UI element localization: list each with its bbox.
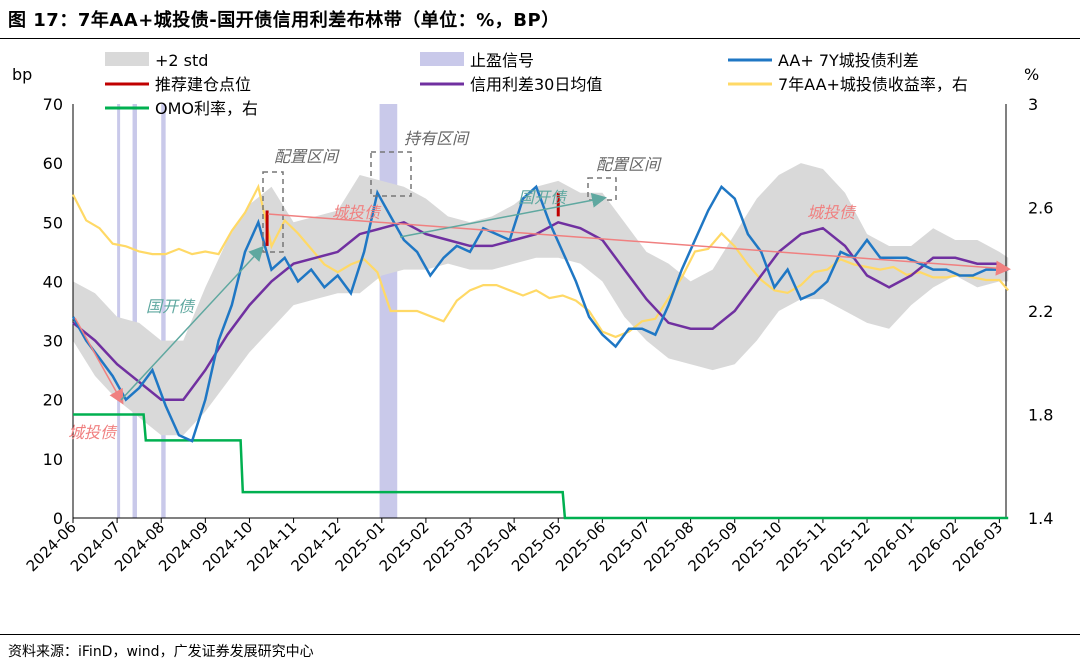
annotation-label: 国开债 [518, 188, 568, 207]
bond-arrow-2 [267, 213, 1011, 276]
take-profit-band-0 [117, 104, 121, 518]
yield-line [72, 183, 1010, 339]
source-note: 资料来源：iFinD，wind，广发证券发展研究中心 [8, 644, 314, 660]
legend-label: 信用利差30日均值 [470, 75, 602, 94]
bond-arrow-1 [74, 317, 124, 405]
policy-bond-arrow-1 [120, 245, 265, 401]
right-tick-label: 3 [1028, 95, 1038, 114]
left-tick-label: 20 [43, 391, 63, 410]
right-axis-label: % [1024, 65, 1039, 84]
legend-swatch [420, 52, 464, 66]
annotation-label: 城投债 [332, 203, 382, 222]
left-tick-label: 50 [43, 213, 63, 232]
take-profit-band-2 [161, 104, 166, 518]
left-tick-label: 0 [53, 509, 63, 528]
entry-points [265, 192, 560, 246]
legend-label: 止盈信号 [470, 51, 534, 70]
take-profit-band-1 [132, 104, 137, 518]
left-axis-label: bp [12, 65, 32, 84]
holding-zone-box [370, 151, 412, 197]
legend-label: AA+ 7Y城投债利差 [778, 51, 919, 70]
title-divider [0, 38, 1080, 39]
spread-ma30-line [72, 220, 1009, 401]
left-tick-label: 60 [43, 154, 63, 173]
left-tick-label: 40 [43, 272, 63, 291]
annotation-label: 配置区间 [596, 155, 662, 174]
legend-label: 推荐建仓点位 [155, 75, 251, 94]
spread-series [71, 184, 1009, 443]
legend-swatch [105, 52, 149, 66]
yield-series [72, 183, 1010, 339]
right-tick-label: 2.2 [1028, 302, 1053, 321]
legend-label: 7年AA+城投债收益率，右 [778, 75, 968, 94]
allocation-zone-box-1 [262, 171, 284, 253]
bollinger-band [73, 163, 1009, 436]
legend-label: OMO利率，右 [155, 99, 258, 118]
annotation-label: 持有区间 [404, 129, 470, 148]
omo-rate-series [73, 413, 1009, 520]
legend-label: +2 std [155, 51, 208, 70]
right-tick-label: 1.8 [1028, 406, 1053, 425]
bollinger-band-area [73, 163, 1009, 436]
left-tick-label: 10 [43, 450, 63, 469]
spread-line [71, 184, 1009, 443]
right-tick-label: 2.6 [1028, 199, 1053, 218]
omo-rate-line [73, 413, 1009, 520]
left-tick-label: 70 [43, 95, 63, 114]
annotation-label: 国开债 [146, 297, 196, 316]
annotation-label: 城投债 [807, 203, 857, 222]
source-divider [0, 634, 1080, 635]
policy-bond-arrow-2 [399, 192, 607, 238]
annotation-label: 配置区间 [274, 147, 340, 166]
spread-ma30-series [72, 220, 1009, 401]
annotation-label: 城投债 [68, 423, 118, 442]
left-tick-label: 30 [43, 332, 63, 351]
right-tick-label: 1.4 [1028, 509, 1053, 528]
chart-title: 图 17：7年AA+城投债-国开债信用利差布林带（单位：%，BP） [8, 10, 560, 31]
